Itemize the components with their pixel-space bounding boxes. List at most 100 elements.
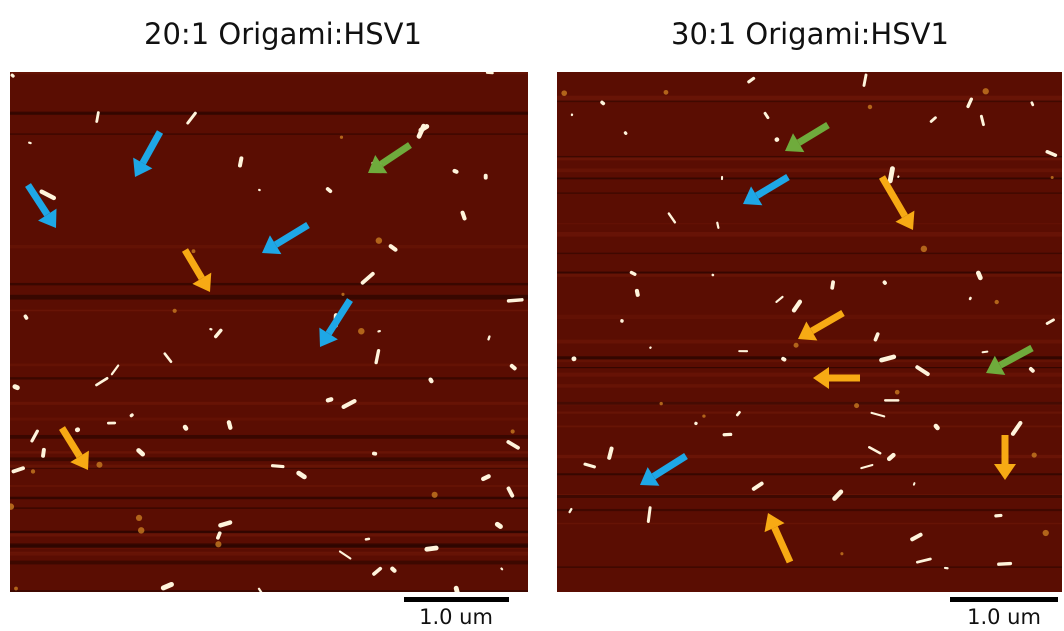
arrow-shaft (59, 426, 83, 459)
particle (390, 566, 397, 573)
panel-title: 20:1 Origami:HSV1 (144, 17, 422, 51)
particle (500, 567, 504, 571)
arrow-head (986, 355, 1006, 376)
arrow-head (895, 210, 915, 230)
particle (452, 168, 459, 174)
particle (325, 187, 333, 194)
small-feature (1050, 175, 1054, 180)
small-feature (375, 237, 383, 244)
particle (95, 376, 109, 387)
scan-line (557, 425, 1062, 428)
particle (160, 581, 174, 591)
scan-line (557, 454, 1062, 459)
particle (360, 271, 375, 285)
arrow-shaft (25, 183, 51, 217)
scan-line (557, 401, 1062, 405)
scan-line (557, 411, 1062, 414)
scan-line (10, 485, 528, 487)
particle (509, 363, 517, 371)
particle (629, 270, 637, 276)
particle (506, 298, 524, 303)
scan-line (10, 133, 528, 135)
particle (997, 561, 1013, 566)
particle (216, 531, 222, 540)
scan-line (557, 223, 1062, 225)
particle (325, 397, 334, 403)
scan-line (557, 156, 1062, 161)
arrow-head (994, 464, 1016, 480)
small-feature (431, 491, 438, 498)
particle (372, 566, 383, 576)
scan-line (10, 434, 528, 439)
particle (929, 116, 937, 123)
particle (979, 114, 985, 127)
small-feature (137, 527, 145, 534)
scan-line (10, 377, 528, 380)
particle (506, 440, 520, 450)
particle (860, 463, 874, 470)
scan-line (10, 401, 528, 405)
particle (775, 295, 784, 303)
arrow-head (262, 235, 282, 255)
arrow-head (319, 327, 338, 347)
small-feature (172, 308, 177, 313)
scale-bar-label: 1.0 um (419, 605, 493, 629)
particle (975, 270, 983, 281)
scan-line (557, 192, 1062, 194)
particle (607, 446, 614, 460)
small-feature (793, 342, 799, 348)
scan-line (557, 232, 1062, 237)
particle (12, 384, 20, 391)
particle (667, 212, 677, 224)
scan-line (557, 372, 1062, 377)
particle (873, 332, 880, 342)
arrow-shaft (754, 173, 790, 199)
scan-line (557, 508, 1062, 512)
particle (95, 111, 100, 123)
small-feature (358, 327, 365, 335)
arrow-head (785, 133, 805, 153)
particle (1028, 366, 1035, 373)
particle (453, 585, 460, 592)
scan-line (557, 314, 1062, 320)
scan-line (10, 451, 528, 453)
particle (494, 521, 503, 529)
scan-line (557, 384, 1062, 388)
small-feature (867, 104, 873, 110)
small-feature (920, 245, 928, 253)
particle (41, 447, 46, 458)
particle (424, 545, 439, 552)
small-feature (854, 403, 860, 409)
scan-line (10, 530, 528, 534)
scan-line (557, 252, 1062, 255)
small-feature (191, 249, 196, 254)
scan-line (10, 467, 528, 469)
particle (23, 314, 29, 320)
arrow-head (798, 321, 818, 341)
scan-line (557, 155, 1062, 158)
particle (583, 462, 596, 469)
arrow-shaft (998, 344, 1034, 369)
scan-line (10, 531, 528, 537)
small-feature (1031, 452, 1037, 458)
arrow-head (813, 367, 829, 389)
scan-line (557, 272, 1062, 277)
scan-line (10, 543, 528, 548)
arrow-head (743, 186, 763, 206)
particle (981, 350, 989, 354)
particle (1045, 150, 1058, 157)
particle (338, 550, 352, 560)
scan-line (10, 560, 528, 565)
arrow-head (192, 272, 212, 292)
arrow-shaft (771, 526, 794, 564)
particle (870, 411, 886, 418)
small-feature (510, 429, 515, 434)
particle (270, 464, 285, 469)
particle (374, 348, 381, 365)
small-feature (96, 461, 103, 468)
scan-line (10, 111, 528, 116)
scan-line (557, 522, 1062, 525)
scan-line (10, 282, 528, 286)
small-feature (994, 299, 999, 305)
particle (646, 506, 652, 524)
